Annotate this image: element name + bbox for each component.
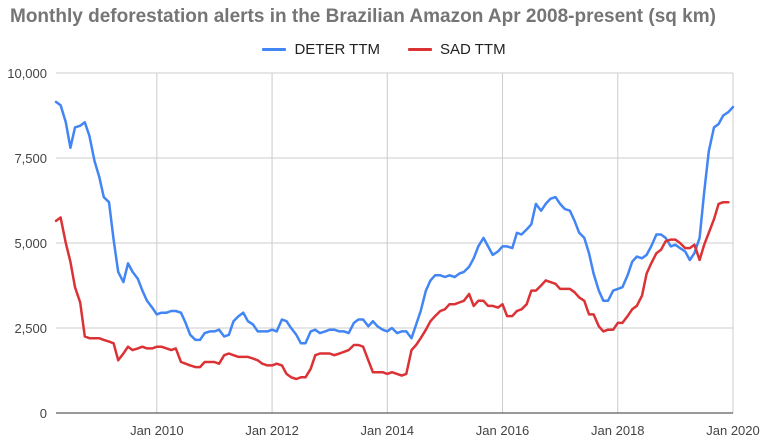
x-tick-label: Jan 2016 <box>476 423 530 438</box>
legend-item-deter[interactable]: DETER TTM <box>262 41 380 58</box>
legend-item-sad[interactable]: SAD TTM <box>408 41 506 58</box>
series-line-deter-ttm <box>54 100 735 345</box>
y-tick-label: 0 <box>40 406 47 421</box>
legend-label-sad: SAD TTM <box>440 41 506 58</box>
series-line-sad-ttm <box>54 200 730 381</box>
y-tick-label: 2,500 <box>14 321 47 336</box>
x-tick-label: Jan 2018 <box>591 423 645 438</box>
x-tick-label: Jan 2012 <box>245 423 299 438</box>
x-tick-label: Jan 2014 <box>361 423 415 438</box>
legend-swatch-sad <box>408 48 432 51</box>
legend-label-deter: DETER TTM <box>294 41 380 58</box>
x-tick-label: Jan 2020 <box>706 423 760 438</box>
y-tick-label: 7,500 <box>14 151 47 166</box>
legend: DETER TTM SAD TTM <box>0 41 768 58</box>
x-tick-label: Jan 2010 <box>130 423 184 438</box>
legend-swatch-deter <box>262 48 287 51</box>
y-tick-label: 10,000 <box>7 66 47 81</box>
y-tick-label: 5,000 <box>14 236 47 251</box>
chart-title: Monthly deforestation alerts in the Braz… <box>10 6 716 27</box>
